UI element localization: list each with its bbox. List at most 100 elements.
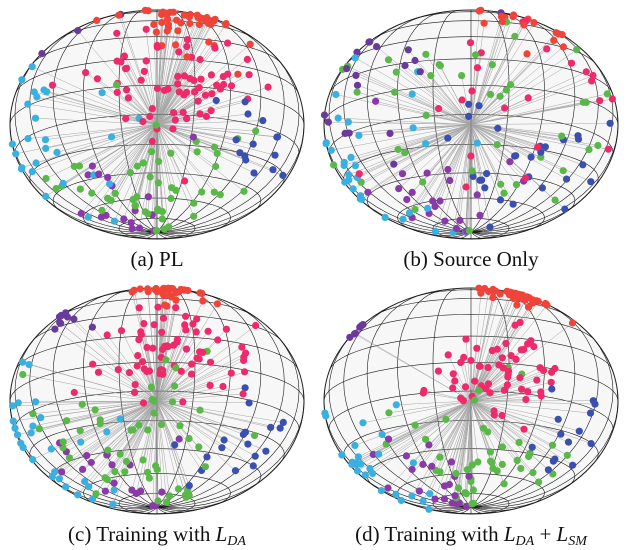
embedding-point <box>573 46 581 54</box>
embedding-point <box>344 118 352 126</box>
embedding-point <box>42 192 50 200</box>
embedding-point <box>85 483 93 491</box>
embedding-point <box>143 343 151 352</box>
embedding-point <box>364 188 372 196</box>
embedding-point <box>182 312 190 320</box>
embedding-point <box>386 129 394 137</box>
embedding-point <box>347 153 355 161</box>
embedding-point <box>395 185 403 193</box>
embedding-point <box>267 423 275 431</box>
embedding-point <box>357 460 365 468</box>
embedding-point <box>586 409 595 417</box>
embedding-point <box>79 465 87 473</box>
embedding-point <box>140 320 148 328</box>
embedding-point <box>167 149 175 157</box>
embedding-point <box>239 430 247 438</box>
embedding-point <box>143 368 151 376</box>
embedding-point <box>594 141 602 150</box>
embedding-point <box>252 127 260 135</box>
embedding-point <box>334 114 342 122</box>
embedding-point <box>431 202 439 211</box>
embedding-point <box>449 370 457 378</box>
embedding-point <box>9 417 17 425</box>
embedding-point <box>181 286 189 294</box>
embedding-point <box>486 223 494 231</box>
embedding-point <box>523 50 531 58</box>
embedding-point <box>169 125 177 133</box>
embedding-point <box>459 397 467 405</box>
caption-source-only: (b) Source Only <box>403 247 539 271</box>
embedding-point <box>190 199 198 207</box>
embedding-point <box>77 209 85 218</box>
embedding-point <box>465 112 473 120</box>
embedding-point <box>94 368 103 376</box>
embedding-point <box>55 475 64 483</box>
embedding-point <box>528 443 536 451</box>
embedding-point <box>87 458 95 467</box>
embedding-point <box>175 48 183 56</box>
embedding-point <box>515 438 523 446</box>
embedding-point <box>408 188 416 196</box>
embedding-point <box>469 486 477 494</box>
embedding-point <box>408 492 416 500</box>
embedding-point <box>108 461 116 469</box>
embedding-point <box>213 300 221 308</box>
embedding-point <box>423 169 431 177</box>
embedding-point <box>154 205 162 213</box>
embedding-point <box>489 464 497 472</box>
embedding-point <box>489 294 497 302</box>
embedding-point <box>408 90 416 98</box>
embedding-point <box>345 171 353 179</box>
embedding-point <box>354 453 362 461</box>
embedding-point <box>468 87 476 95</box>
embedding-point <box>349 185 357 193</box>
embedding-point <box>498 460 506 468</box>
embedding-point <box>174 72 182 80</box>
embedding-point <box>76 427 84 435</box>
embedding-point <box>366 464 374 473</box>
embedding-point <box>166 492 174 500</box>
embedding-point <box>150 397 158 405</box>
embedding-point <box>551 196 559 204</box>
embedding-point <box>422 140 430 148</box>
embedding-point <box>564 438 573 446</box>
embedding-point <box>401 61 409 70</box>
embedding-point <box>104 173 112 181</box>
embedding-point <box>486 448 494 456</box>
embedding-point <box>276 424 284 432</box>
embedding-point <box>384 56 393 64</box>
embedding-point <box>164 15 172 23</box>
embedding-point <box>351 441 359 450</box>
embedding-point <box>562 175 571 183</box>
embedding-point <box>163 498 171 506</box>
embedding-point <box>157 420 166 428</box>
embedding-point <box>220 436 228 444</box>
embedding-point <box>471 377 479 385</box>
embedding-point <box>582 68 590 76</box>
embedding-point <box>608 95 616 103</box>
embedding-point <box>488 347 496 355</box>
embedding-point <box>507 352 515 360</box>
embedding-point <box>466 39 475 47</box>
embedding-point <box>473 344 481 352</box>
embedding-point <box>31 398 40 406</box>
embedding-point <box>327 146 335 154</box>
embedding-point <box>211 44 219 52</box>
embedding-point <box>249 140 257 148</box>
embedding-point <box>182 326 190 334</box>
embedding-point <box>128 225 136 233</box>
embedding-point <box>133 362 141 370</box>
embedding-point <box>512 181 520 189</box>
embedding-point <box>474 458 482 466</box>
embedding-point <box>487 457 495 465</box>
embedding-point <box>332 90 340 99</box>
embedding-point <box>139 399 148 407</box>
embedding-point <box>456 216 464 224</box>
embedding-point <box>392 68 400 76</box>
embedding-point <box>190 212 198 220</box>
embedding-point <box>131 388 139 396</box>
embedding-point <box>51 325 59 333</box>
embedding-point <box>488 61 496 69</box>
embedding-point <box>404 46 412 54</box>
embedding-point <box>465 100 473 108</box>
